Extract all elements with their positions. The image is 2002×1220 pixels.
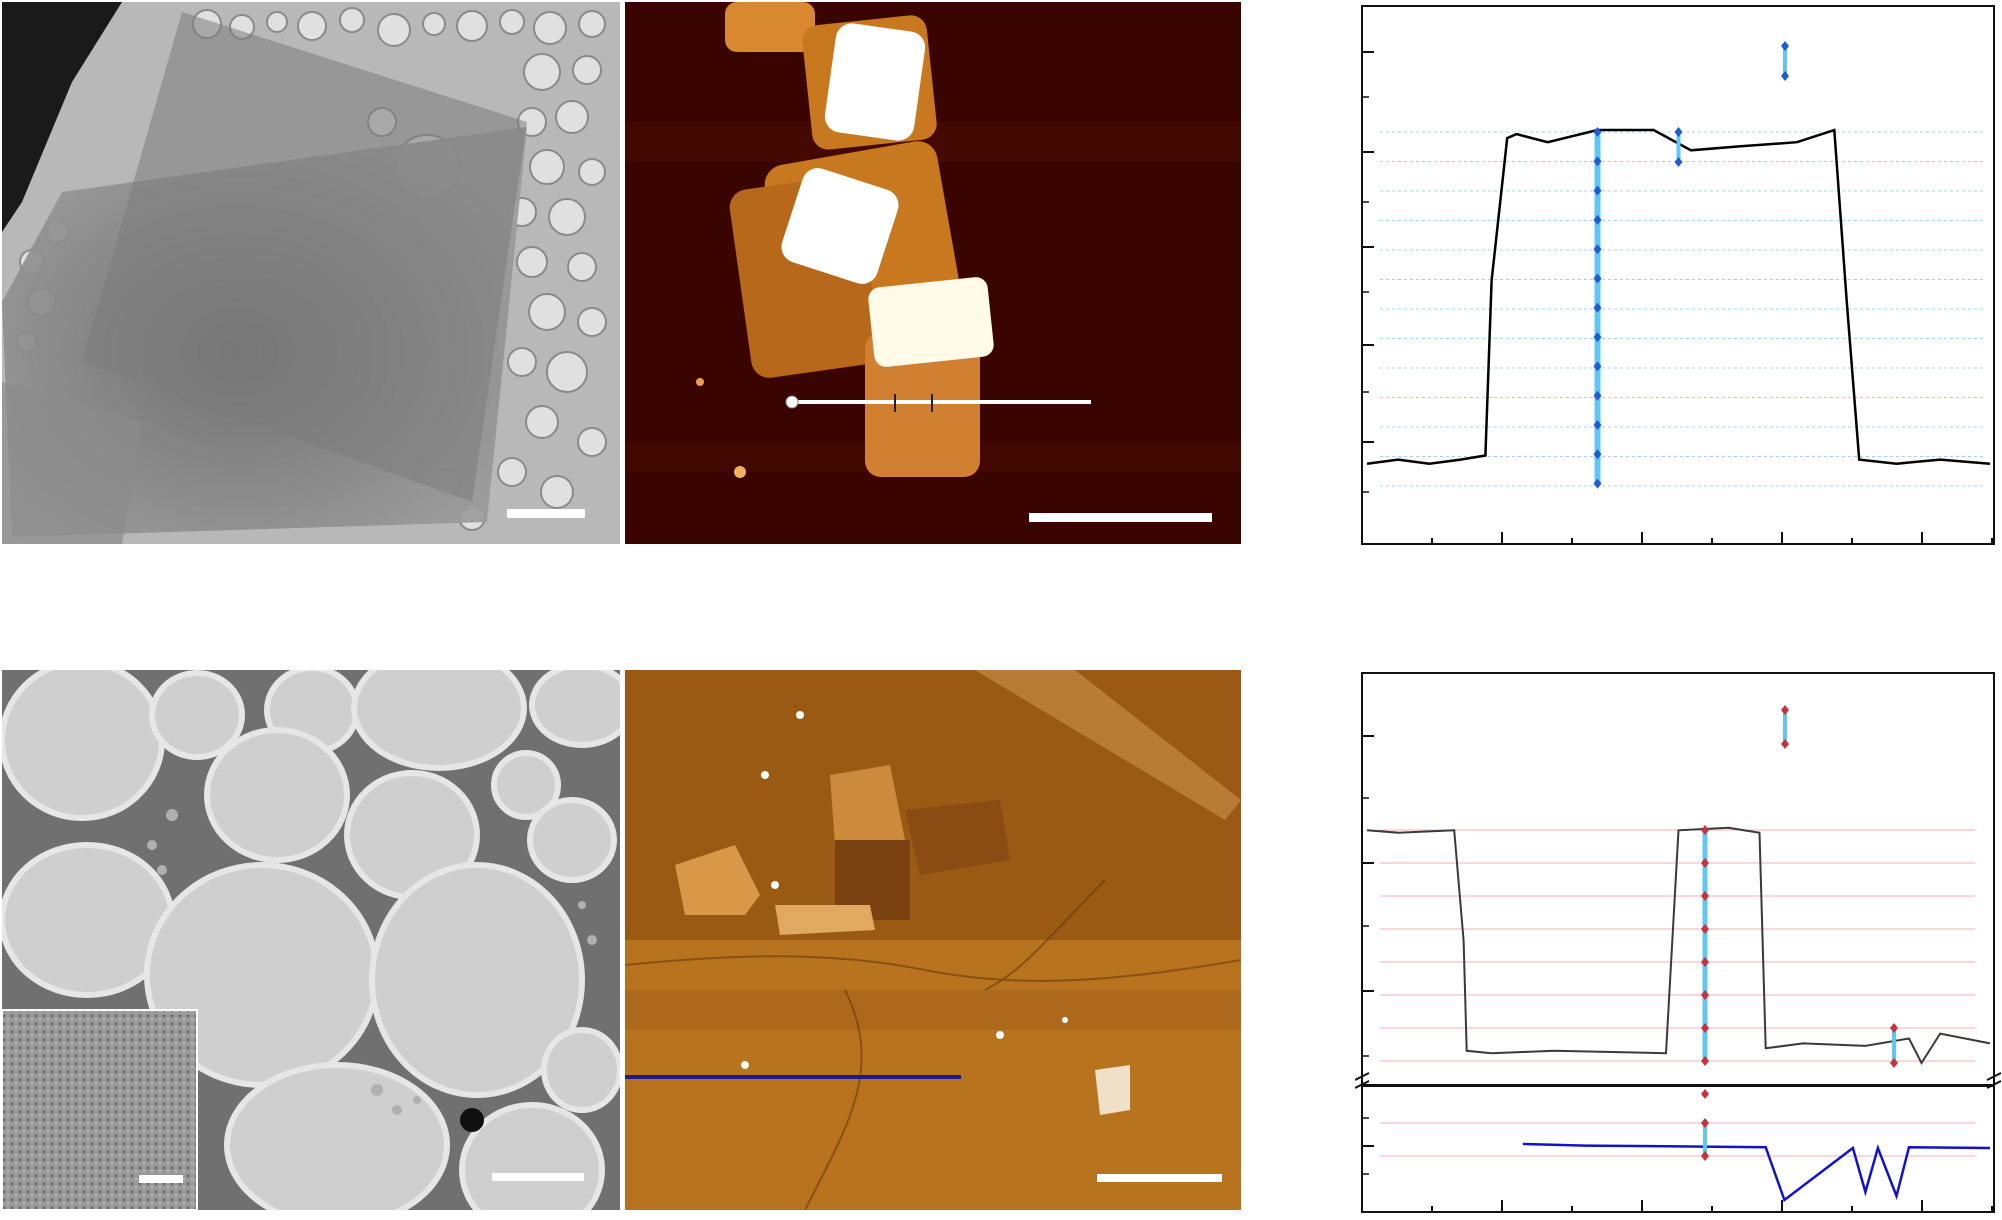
afm-bottom-scale-bar <box>1097 1174 1222 1182</box>
tem-top-dark-corner <box>2 2 122 232</box>
step-marker-point <box>1701 1089 1709 1099</box>
afm-top-profile-line <box>785 394 1091 412</box>
step-marker-point <box>1890 1058 1898 1068</box>
step-marker-point <box>1593 156 1602 167</box>
step-marker-point <box>1701 924 1709 934</box>
plot-bottom-step-markers <box>1701 705 1898 1161</box>
tem-top-flake-2 <box>82 12 527 502</box>
step-marker-point <box>1674 127 1683 137</box>
profile-plot-bottom-svg <box>1355 672 2002 1213</box>
step-marker-point <box>1593 185 1602 196</box>
tem-bottom-droplets <box>147 809 597 1115</box>
step-marker-point <box>1701 990 1709 1000</box>
step-marker-point <box>1593 390 1602 401</box>
plot-bottom-axis-ticks <box>1361 735 1993 1212</box>
tem-micrograph-top <box>2 2 620 544</box>
step-marker-point <box>1781 705 1789 715</box>
plot-top-frame <box>1361 5 1995 545</box>
plot-top-step-markers <box>1593 41 1789 489</box>
step-marker-point <box>1701 957 1709 967</box>
tem-bottom-image <box>2 670 620 1210</box>
step-marker-point <box>1593 449 1602 460</box>
tem-bottom-particle <box>460 1108 484 1132</box>
plot-bottom-axis-break <box>1355 1072 2002 1089</box>
tem-bottom-inset-scale-bar <box>139 1175 183 1183</box>
tem-micrograph-bottom <box>2 670 620 1210</box>
step-marker-point <box>1701 1023 1709 1033</box>
afm-top-flakes <box>696 2 994 478</box>
step-marker-point <box>1593 420 1602 430</box>
plot-bottom-upper-frame <box>1361 672 1995 1086</box>
step-marker-point <box>1890 1023 1898 1033</box>
afm-bottom-particles <box>741 711 1068 1069</box>
tem-bottom-scale-bar <box>492 1173 584 1181</box>
step-marker-point <box>1701 1056 1709 1066</box>
afm-bottom-wrinkles <box>625 879 1241 1210</box>
step-marker-point <box>1593 478 1602 489</box>
step-marker-point <box>1593 273 1602 284</box>
step-marker-point <box>1674 157 1683 167</box>
tem-bottom-inset-hrtem <box>2 1009 198 1210</box>
step-marker-point <box>1593 302 1602 313</box>
step-marker-point <box>1593 127 1602 137</box>
afm-image-bottom <box>625 670 1241 1210</box>
step-marker-point <box>1593 214 1602 225</box>
step-marker-point <box>1701 891 1709 901</box>
plot-top-profile-line <box>1366 128 1991 465</box>
profile-plot-bottom <box>1355 668 2002 1220</box>
afm-top-image <box>625 2 1241 544</box>
profile-plot-top-svg <box>1361 5 1995 545</box>
plot-bottom-lower-frame <box>1361 1085 1995 1213</box>
step-marker-point <box>1781 739 1789 749</box>
tem-top-image <box>2 2 620 544</box>
afm-image-top <box>625 2 1241 544</box>
plot-bottom-profile-line-2 <box>1522 1142 1991 1203</box>
step-marker-point <box>1701 1118 1709 1128</box>
step-marker-point <box>1593 361 1602 372</box>
step-marker-point <box>1701 825 1709 835</box>
afm-bottom-flakes <box>675 670 1241 1115</box>
step-marker-point <box>1701 1151 1709 1161</box>
step-marker-point <box>1781 41 1789 51</box>
tem-top-flake-3 <box>2 382 142 544</box>
afm-top-scale-bar <box>1029 513 1212 522</box>
step-marker-point <box>1781 71 1789 81</box>
plot-top-gridlines <box>1380 131 1985 487</box>
step-marker-point <box>1593 244 1602 255</box>
afm-bottom-image <box>625 670 1241 1210</box>
step-marker-point <box>1701 858 1709 868</box>
profile-plot-top <box>1355 2 2002 557</box>
plot-top-axis-ticks <box>1361 51 1993 544</box>
tem-bottom-holes <box>2 670 620 1210</box>
step-marker-point <box>1593 332 1602 343</box>
tem-top-scale-bar <box>507 509 585 518</box>
